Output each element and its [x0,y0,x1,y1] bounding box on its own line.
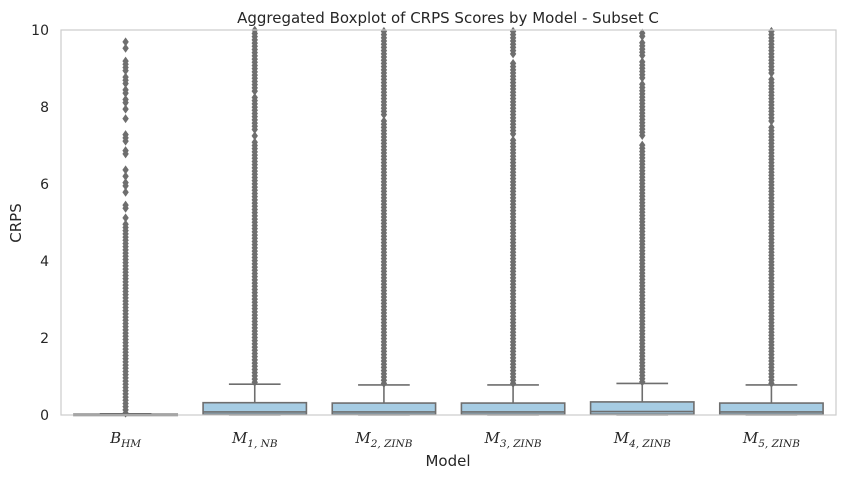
flier-group [380,26,388,388]
flier-point [639,79,646,89]
flier-point [122,130,129,140]
box [460,402,566,416]
box [202,401,308,416]
x-axis-label: Model [425,452,470,470]
flier-point [122,178,129,188]
flier-point [122,43,129,53]
flier-point [122,200,129,210]
flier-point [380,26,388,36]
flier-point [768,26,775,36]
y-tick-label: 10 [31,23,49,39]
flier-point [768,74,775,84]
x-tick-label: M5, ZINB [742,429,800,450]
flier-group [768,26,775,388]
flier-point [122,219,129,229]
flier-point [639,57,646,67]
flier-point [251,131,258,141]
box [331,402,437,416]
flier-point [380,116,388,126]
y-tick-label: 6 [40,177,49,193]
flier-group [251,25,258,387]
box [589,401,695,416]
y-tick-label: 4 [40,254,49,270]
x-tick-label: M4, ZINB [613,429,671,450]
flier-point [251,137,258,147]
plot-frame [60,29,837,416]
flier-group [639,28,646,387]
flier-point [251,92,258,102]
flier-point [122,187,129,197]
box [718,402,824,416]
flier-point [768,122,775,132]
flier-point [639,28,646,38]
chart-title: Aggregated Boxplot of CRPS Scores by Mod… [237,9,659,27]
x-tick-label: M1, NB [231,429,278,450]
flier-point [122,72,129,82]
flier-point [509,26,517,36]
flier-point [122,146,129,156]
flier-point [122,85,129,95]
x-tick-label: M3, ZINB [484,429,542,450]
flier-group [509,26,517,388]
flier-point [639,140,646,150]
flier-point [122,56,129,66]
y-tick-label: 0 [40,408,49,424]
flier-group [122,37,129,418]
y-tick-label: 2 [40,331,49,347]
flier-point [122,213,129,223]
flier-point [509,135,517,145]
y-tick-label: 8 [40,100,49,116]
flier-point [122,114,129,124]
y-axis-label: CRPS [7,203,25,242]
flier-point [122,104,129,114]
flier-point [122,37,129,47]
flier-point [122,94,129,104]
x-tick-label: BHM [109,429,141,450]
x-tick-label: M2, ZINB [354,429,412,450]
flier-point [122,165,129,175]
flier-point [122,171,129,181]
plot-area: 0 2 4 6 8 10 BHM M1, NB M2, ZINB M3, ZINB M4, ZINB… [31,23,824,450]
flier-point [509,58,517,68]
flier-point [639,38,646,48]
